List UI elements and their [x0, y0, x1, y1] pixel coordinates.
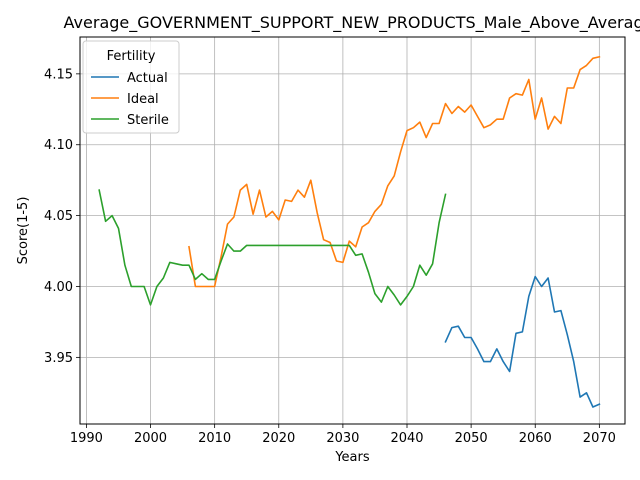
x-tick-label: 2010	[198, 431, 231, 446]
plot-frame	[79, 36, 626, 425]
x-tick-label: 2060	[519, 431, 552, 446]
series-line-ideal	[188, 55, 601, 288]
y-axis-title: Score(1-5)	[16, 197, 31, 265]
legend-label-sterile: Sterile	[127, 113, 169, 128]
x-tick-label: 2040	[390, 431, 423, 446]
legend: Fertility Actual Ideal Sterile	[82, 40, 180, 134]
legend-box	[82, 40, 180, 134]
y-tick-label: 3.95	[44, 351, 73, 366]
chart-title: Average_GOVERNMENT_SUPPORT_NEW_PRODUCTS_…	[64, 13, 640, 33]
legend-title: Fertility	[107, 49, 156, 64]
x-tick-label: 2070	[583, 431, 616, 446]
y-tick-label: 4.05	[44, 209, 73, 224]
series-line-actual	[444, 275, 601, 408]
x-tick-label: 2020	[262, 431, 295, 446]
grid-lines	[80, 37, 625, 424]
x-tick-label: 2050	[455, 431, 488, 446]
legend-label-actual: Actual	[127, 71, 168, 86]
axis-ticks: 1990 2000 2010 2020 2030 2040 2050 2060 2070 3.95…	[44, 67, 616, 446]
x-tick-label: 2030	[326, 431, 359, 446]
x-axis-title: Years	[334, 450, 370, 465]
x-tick-label: 2000	[134, 431, 167, 446]
legend-label-ideal: Ideal	[127, 92, 159, 107]
x-tick-label: 1990	[70, 431, 103, 446]
y-tick-label: 4.15	[44, 67, 73, 82]
series-line-sterile	[98, 189, 447, 306]
series-lines	[98, 55, 601, 408]
y-tick-label: 4.10	[44, 138, 73, 153]
y-tick-label: 4.00	[44, 280, 73, 295]
